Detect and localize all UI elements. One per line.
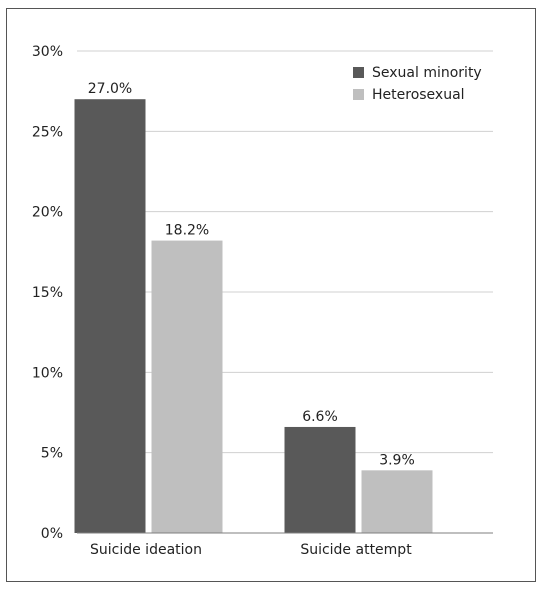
legend: Sexual minority Heterosexual (353, 65, 482, 103)
data-labels: 27.0% 6.6% 18.2% 3.9% (88, 81, 415, 468)
x-tick-label: Suicide attempt (300, 542, 412, 558)
x-tick-label: Suicide ideation (90, 542, 202, 558)
data-label: 18.2% (165, 223, 209, 239)
y-axis-tick-labels: 0% 5% 10% 15% 20% 25% 30% (32, 44, 63, 542)
legend-swatch (353, 67, 364, 78)
y-tick-label: 10% (32, 365, 63, 381)
legend-swatch (353, 89, 364, 100)
data-label: 6.6% (302, 409, 338, 425)
bar-heterosexual-suicide-attempt (361, 470, 433, 533)
y-tick-label: 25% (32, 124, 63, 140)
x-axis: Suicide ideation Suicide attempt (77, 532, 493, 558)
bar-sexual-minority-suicide-ideation (74, 99, 146, 533)
legend-label: Sexual minority (372, 65, 482, 81)
y-tick-label: 5% (41, 446, 63, 462)
data-label: 3.9% (379, 452, 415, 468)
chart-figure: 0% 5% 10% 15% 20% 25% 30% 27.0% 6.6% 18.2% 3.9% S… (6, 8, 536, 582)
bar-heterosexual-suicide-ideation (151, 240, 223, 533)
bars (74, 99, 433, 533)
y-tick-label: 20% (32, 205, 63, 221)
bar-sexual-minority-suicide-attempt (284, 426, 356, 533)
bar-chart: 0% 5% 10% 15% 20% 25% 30% 27.0% 6.6% 18.2% 3.9% S… (32, 44, 493, 558)
y-tick-label: 0% (41, 526, 63, 542)
data-label: 27.0% (88, 81, 132, 97)
gridlines (77, 50, 493, 454)
y-tick-label: 15% (32, 285, 63, 301)
legend-label: Heterosexual (372, 87, 465, 103)
y-tick-label: 30% (32, 44, 63, 60)
